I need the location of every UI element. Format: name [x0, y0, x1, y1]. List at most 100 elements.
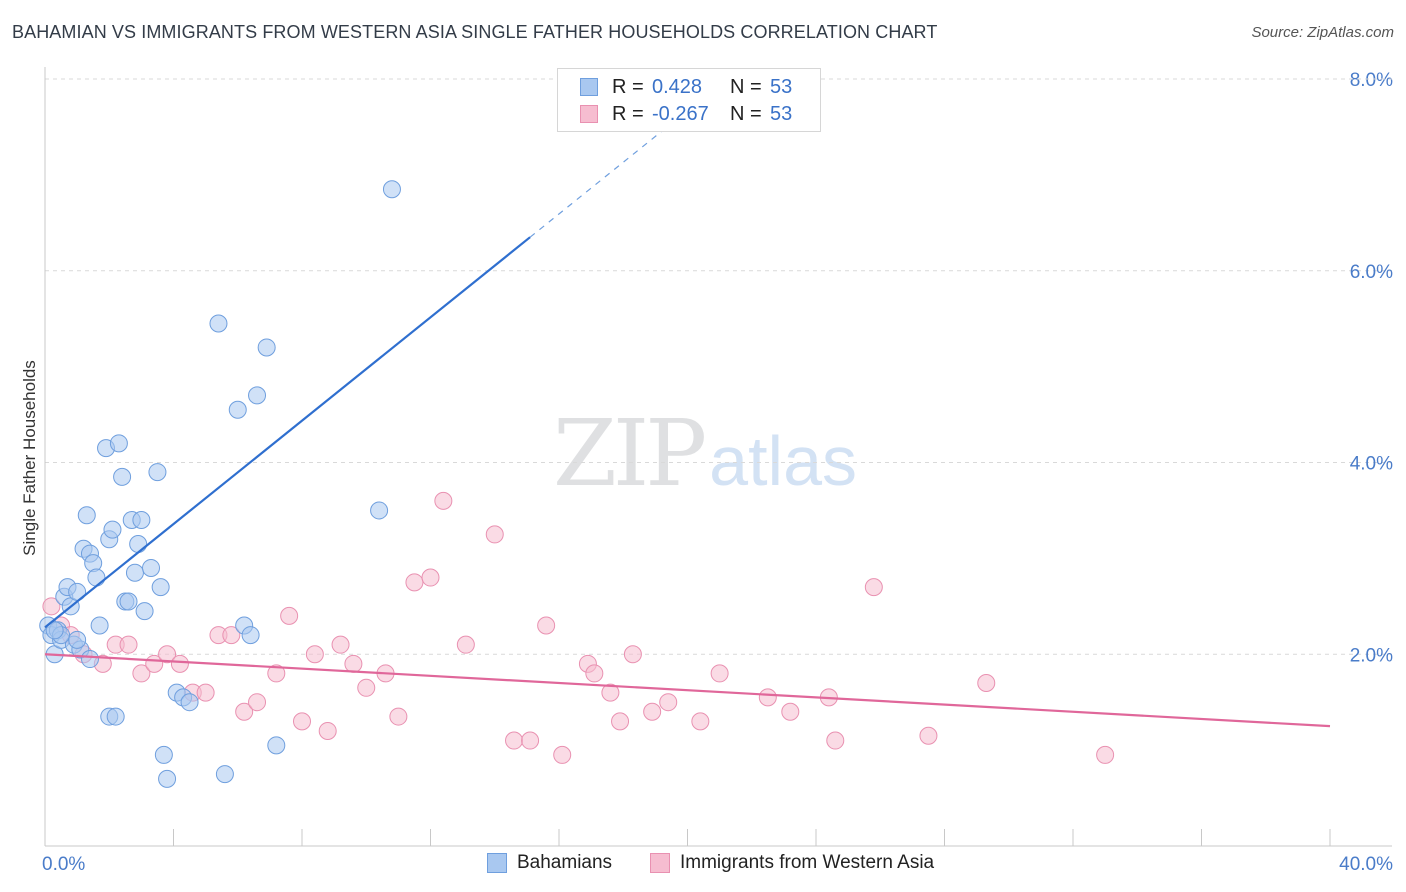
data-point-bahamians	[248, 386, 267, 405]
data-point-western-asia	[505, 731, 524, 750]
data-point-bahamians	[370, 501, 389, 520]
chart-source: Source: ZipAtlas.com	[1251, 24, 1394, 41]
data-point-western-asia	[293, 712, 311, 731]
y-tick-label: 8.0%	[1350, 70, 1393, 91]
legend-row-bahamians: R = 0.428 N = 53	[580, 74, 792, 100]
chart-title: BAHAMIAN VS IMMIGRANTS FROM WESTERN ASIA…	[12, 22, 938, 42]
data-point-bahamians	[241, 626, 260, 645]
data-point-western-asia	[781, 702, 800, 721]
legend-r-label: R =	[612, 102, 644, 125]
series-label-western-asia: Immigrants from Western Asia	[680, 852, 935, 873]
legend-n-value: 53	[770, 102, 793, 125]
watermark-atlas: atlas	[709, 422, 858, 500]
data-point-western-asia	[42, 597, 61, 616]
data-point-western-asia	[758, 688, 777, 707]
legend-swatch-bahamians	[580, 78, 598, 96]
data-point-bahamians	[125, 563, 144, 582]
y-tick-label: 4.0%	[1350, 454, 1393, 475]
data-point-western-asia	[434, 491, 453, 510]
data-point-western-asia	[537, 616, 556, 635]
data-point-bahamians	[90, 616, 109, 635]
data-point-bahamians	[119, 592, 138, 611]
data-point-western-asia	[405, 573, 424, 592]
trendline-western-asia	[44, 653, 1331, 728]
data-point-western-asia	[222, 626, 241, 645]
data-point-western-asia	[280, 606, 299, 625]
x-tick-label: 0.0%	[42, 854, 85, 875]
data-point-western-asia	[119, 635, 138, 654]
data-point-western-asia	[977, 674, 996, 693]
data-point-bahamians	[135, 602, 154, 621]
data-point-bahamians	[106, 707, 125, 726]
legend-r-value: 0.428	[652, 75, 703, 98]
data-point-western-asia	[601, 683, 620, 702]
data-point-western-asia	[235, 702, 254, 721]
data-point-bahamians	[267, 736, 286, 755]
data-point-bahamians	[132, 511, 151, 530]
data-point-bahamians	[148, 463, 167, 482]
data-point-bahamians	[257, 338, 276, 357]
data-point-western-asia	[864, 578, 883, 597]
legend-r-label: R =	[612, 75, 644, 98]
correlation-legend: R = 0.428 N = 53 R = -0.267 N = 53	[557, 68, 821, 132]
data-point-bahamians	[80, 650, 99, 669]
data-point-bahamians	[45, 621, 64, 640]
data-point-western-asia	[196, 683, 215, 702]
series-legend: Bahamians Immigrants from Western Asia	[0, 852, 1406, 878]
data-point-bahamians	[68, 630, 87, 649]
data-point-western-asia	[710, 664, 729, 683]
data-point-western-asia	[389, 707, 408, 726]
series-legend-western-asia: Immigrants from Western Asia	[650, 852, 934, 874]
series-legend-bahamians: Bahamians	[487, 852, 612, 874]
series-label-bahamians: Bahamians	[517, 852, 613, 873]
data-point-western-asia	[553, 745, 572, 764]
data-point-western-asia	[485, 525, 504, 544]
data-point-western-asia	[643, 702, 662, 721]
y-tick-label: 6.0%	[1350, 262, 1393, 283]
trendline-bahamians	[44, 236, 531, 629]
data-point-bahamians	[180, 693, 199, 712]
x-tick-label: 40.0%	[1339, 854, 1393, 875]
data-point-western-asia	[331, 635, 350, 654]
data-point-bahamians	[382, 180, 401, 199]
legend-n-value: 53	[770, 75, 793, 98]
legend-r-value: -0.267	[652, 102, 709, 125]
data-point-western-asia	[305, 645, 324, 664]
data-point-western-asia	[521, 731, 540, 750]
data-point-western-asia	[357, 678, 376, 697]
data-point-bahamians	[87, 568, 106, 587]
data-point-western-asia	[919, 726, 938, 745]
series-swatch-western-asia	[650, 853, 670, 873]
data-point-bahamians	[151, 578, 170, 597]
data-point-western-asia	[585, 664, 604, 683]
data-point-western-asia	[1096, 745, 1115, 764]
data-point-bahamians	[103, 520, 122, 539]
data-point-western-asia	[318, 721, 337, 740]
data-point-western-asia	[623, 645, 642, 664]
data-point-bahamians	[113, 467, 132, 486]
data-point-bahamians	[215, 765, 234, 784]
series-swatch-bahamians	[487, 853, 507, 873]
legend-row-western-asia: R = -0.267 N = 53	[580, 101, 792, 127]
data-point-bahamians	[154, 745, 173, 764]
data-point-bahamians	[209, 314, 228, 333]
y-axis-label: Single Father Households	[20, 360, 39, 556]
data-point-western-asia	[456, 635, 475, 654]
watermark-zip: ZIP	[553, 400, 707, 507]
data-point-western-asia	[691, 712, 710, 731]
data-point-western-asia	[132, 664, 151, 683]
data-point-bahamians	[142, 558, 161, 577]
data-point-bahamians	[228, 400, 247, 419]
data-point-western-asia	[344, 654, 363, 673]
data-point-western-asia	[826, 731, 845, 750]
watermark: ZIPatlas	[553, 400, 857, 507]
data-point-bahamians	[158, 769, 177, 788]
data-point-western-asia	[611, 712, 630, 731]
data-point-bahamians	[109, 434, 128, 453]
data-point-western-asia	[248, 693, 267, 712]
data-point-western-asia	[170, 654, 189, 673]
data-point-western-asia	[267, 664, 286, 683]
legend-swatch-western-asia	[580, 105, 598, 123]
data-point-western-asia	[421, 568, 440, 587]
